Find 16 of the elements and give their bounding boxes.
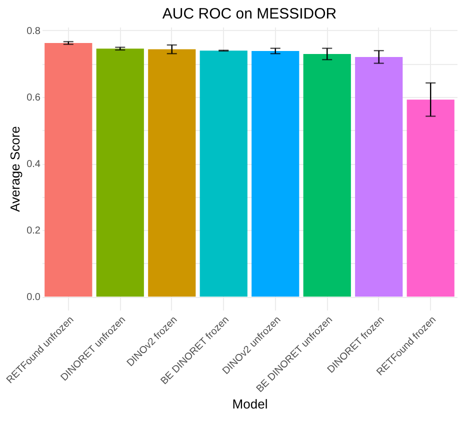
bar: [200, 50, 248, 297]
y-tick-label: 0.8: [26, 26, 41, 37]
bar: [355, 56, 403, 297]
bar: [252, 50, 300, 297]
bar: [96, 48, 144, 297]
y-axis-title: Average Score: [8, 126, 23, 212]
y-tick-label: 0.0: [26, 292, 41, 304]
bar: [303, 54, 351, 297]
y-tick-label: 0.4: [26, 159, 41, 170]
x-axis-title: Model: [232, 396, 268, 412]
bar: [148, 49, 196, 297]
bar: [44, 42, 92, 297]
y-tick-label: 0.2: [26, 226, 41, 237]
chart-title: AUC ROC on MESSIDOR: [162, 5, 337, 22]
y-tick-label: 0.6: [26, 92, 41, 104]
bar: [406, 100, 454, 297]
